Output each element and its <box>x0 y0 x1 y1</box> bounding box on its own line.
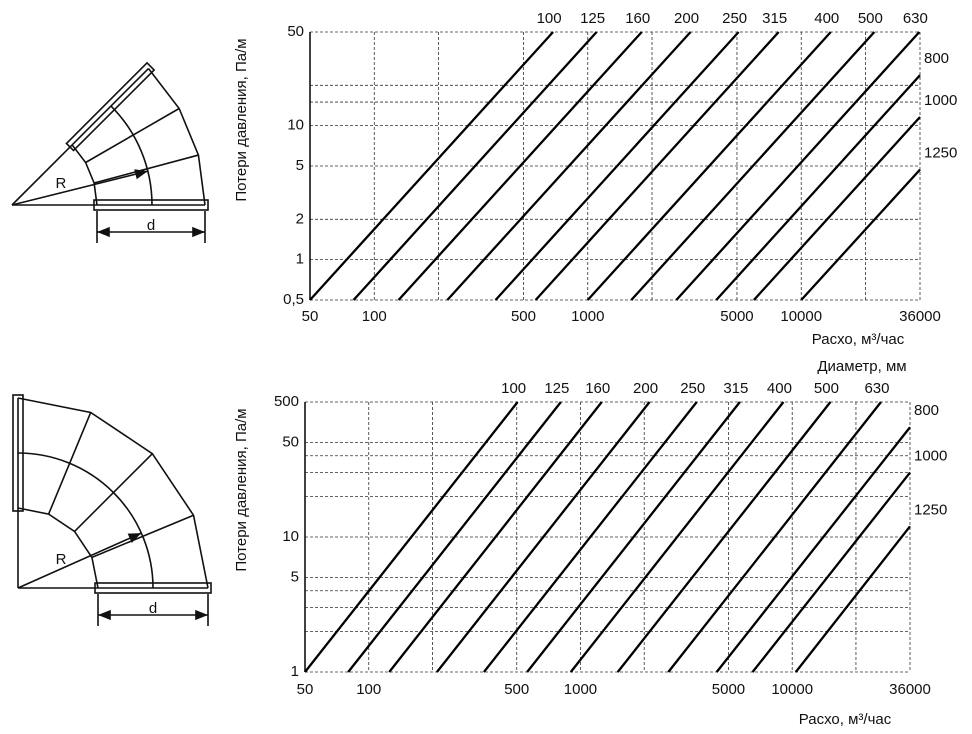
x-tick-label: 100 <box>356 681 381 698</box>
diameter-line <box>446 31 692 301</box>
legend-title: Диаметр, мм <box>817 358 906 375</box>
segment-line <box>93 154 199 184</box>
elbow-figure: Rd <box>11 61 209 243</box>
diameter-dim-label: d <box>149 600 157 617</box>
x-tick-label: 36000 <box>889 681 931 698</box>
diameter-line <box>616 401 832 673</box>
x-tick-label: 36000 <box>899 308 941 325</box>
diameter-line <box>397 31 643 301</box>
x-tick-label: 1000 <box>564 681 597 698</box>
y-tick-label: 2 <box>296 210 304 227</box>
y-tick-label: 0,5 <box>283 291 304 308</box>
diameter-label: 1250 <box>914 501 947 518</box>
diameter-label: 100 <box>501 380 526 397</box>
x-tick-label: 1000 <box>571 308 604 325</box>
x-tick-label: 5000 <box>712 681 745 698</box>
diameter-line <box>715 74 921 301</box>
diameter-line <box>309 31 554 301</box>
diameter-line <box>436 401 651 673</box>
diameter-line <box>304 401 519 673</box>
diameter-line <box>534 31 780 301</box>
diameter-dim-label: d <box>147 217 155 234</box>
diameter-label: 1250 <box>924 145 957 162</box>
segment-line <box>85 107 180 164</box>
diameter-line <box>800 168 921 301</box>
x-tick-label: 10000 <box>771 681 813 698</box>
diameter-line <box>494 31 740 301</box>
radius-arrow <box>17 532 142 589</box>
radius-label: R <box>56 175 67 192</box>
diameter-label: 100 <box>537 10 562 27</box>
radius-label: R <box>56 551 67 568</box>
diameter-label: 500 <box>858 10 883 27</box>
diameter-line <box>794 525 911 673</box>
elbow-outline <box>71 144 98 206</box>
diameter-label: 400 <box>767 380 792 397</box>
y-tick-label: 50 <box>287 23 304 40</box>
diameter-line <box>526 401 741 673</box>
flange <box>93 199 209 211</box>
flange <box>94 582 212 594</box>
diameter-line <box>667 401 882 673</box>
x-tick-label: 50 <box>302 308 319 325</box>
diameter-label: 160 <box>585 380 610 397</box>
diameter-label: 400 <box>814 10 839 27</box>
diameter-label: 315 <box>723 380 748 397</box>
diameter-label: 500 <box>814 380 839 397</box>
diameter-label: 125 <box>544 380 569 397</box>
diameter-line <box>675 31 921 301</box>
y-tick-label: 1 <box>291 663 299 680</box>
diameter-line <box>388 401 603 673</box>
diameter-line <box>751 471 911 673</box>
segment-line <box>71 67 150 146</box>
y-tick-label: 10 <box>287 117 304 134</box>
diameter-line <box>352 31 598 301</box>
diameter-label: 250 <box>680 380 705 397</box>
diameter-line <box>569 401 785 673</box>
x-axis-label: Расхо, м³/час <box>799 711 892 728</box>
y-tick-label: 500 <box>274 393 299 410</box>
diameter-line <box>586 31 832 301</box>
diameter-line <box>753 116 921 301</box>
y-axis-label: Потери давления, Па/м <box>233 38 250 201</box>
diameter-label: 125 <box>580 10 605 27</box>
y-axis-label: Потери давления, Па/м <box>233 408 250 571</box>
diameter-line <box>630 31 876 301</box>
x-tick-label: 50 <box>297 681 314 698</box>
diameter-label: 1000 <box>914 448 947 465</box>
diameter-label: 800 <box>924 50 949 67</box>
y-tick-label: 5 <box>291 569 299 586</box>
y-tick-label: 5 <box>296 157 304 174</box>
diameter-label: 315 <box>762 10 787 27</box>
x-tick-label: 100 <box>362 308 387 325</box>
x-tick-label: 500 <box>504 681 529 698</box>
diameter-line <box>715 426 911 673</box>
center-line <box>11 144 73 206</box>
diameter-label: 160 <box>625 10 650 27</box>
y-tick-label: 10 <box>282 528 299 545</box>
x-axis-label: Расхо, м³/час <box>812 331 905 348</box>
diameter-label: 800 <box>914 402 939 419</box>
diameter-label: 630 <box>864 380 889 397</box>
x-tick-label: 5000 <box>720 308 753 325</box>
y-tick-label: 50 <box>282 434 299 451</box>
diameter-label: 200 <box>633 380 658 397</box>
mid-arc <box>110 105 153 206</box>
x-tick-label: 500 <box>511 308 536 325</box>
flange <box>65 61 156 152</box>
diameter-line <box>483 401 698 673</box>
diameter-label: 250 <box>722 10 747 27</box>
elbow-outline <box>147 68 206 206</box>
elbow-figure: Rd <box>12 394 212 626</box>
diameter-label: 200 <box>674 10 699 27</box>
mid-arc <box>17 452 154 589</box>
diameter-label: 630 <box>903 10 928 27</box>
diameter-line <box>347 401 562 673</box>
x-tick-label: 10000 <box>780 308 822 325</box>
diameter-label: 1000 <box>924 92 957 109</box>
flange <box>12 394 24 512</box>
y-tick-label: 1 <box>296 251 304 268</box>
radius-arrow <box>11 169 149 206</box>
